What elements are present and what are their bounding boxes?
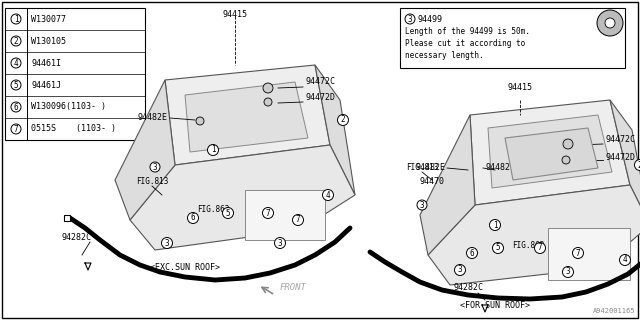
Circle shape bbox=[292, 214, 303, 226]
Text: 2: 2 bbox=[340, 116, 346, 124]
Text: 2: 2 bbox=[13, 36, 19, 45]
Circle shape bbox=[620, 254, 630, 266]
Polygon shape bbox=[185, 82, 308, 152]
Text: 3: 3 bbox=[278, 238, 282, 247]
Circle shape bbox=[467, 247, 477, 259]
FancyBboxPatch shape bbox=[400, 8, 625, 68]
Text: 6: 6 bbox=[13, 102, 19, 111]
Circle shape bbox=[11, 102, 21, 112]
Circle shape bbox=[11, 58, 21, 68]
Text: 7: 7 bbox=[266, 209, 270, 218]
Circle shape bbox=[207, 145, 218, 156]
Text: 3: 3 bbox=[420, 201, 424, 210]
Circle shape bbox=[562, 156, 570, 164]
Text: 2: 2 bbox=[637, 161, 640, 170]
Circle shape bbox=[454, 265, 465, 276]
Text: 1: 1 bbox=[493, 220, 497, 229]
Polygon shape bbox=[505, 128, 598, 180]
Text: A942001165: A942001165 bbox=[593, 308, 635, 314]
Text: 7: 7 bbox=[576, 249, 580, 258]
Text: 0515S    (1103- ): 0515S (1103- ) bbox=[31, 124, 116, 133]
Text: Length of the 94499 is 50m.: Length of the 94499 is 50m. bbox=[405, 28, 530, 36]
Text: 94470: 94470 bbox=[420, 178, 445, 187]
Circle shape bbox=[161, 237, 173, 249]
Text: 5: 5 bbox=[496, 244, 500, 252]
Circle shape bbox=[11, 36, 21, 46]
FancyBboxPatch shape bbox=[64, 215, 70, 221]
Circle shape bbox=[634, 159, 640, 171]
Circle shape bbox=[262, 207, 273, 219]
Text: 3: 3 bbox=[566, 268, 570, 276]
Circle shape bbox=[223, 207, 234, 219]
Text: Please cut it according to: Please cut it according to bbox=[405, 39, 525, 49]
Text: 94472C: 94472C bbox=[305, 77, 335, 86]
Text: 94461J: 94461J bbox=[31, 81, 61, 90]
Text: necessary length.: necessary length. bbox=[405, 52, 484, 60]
Polygon shape bbox=[115, 80, 175, 220]
Text: 4: 4 bbox=[326, 190, 330, 199]
Text: 94415: 94415 bbox=[223, 10, 248, 19]
Text: 7: 7 bbox=[296, 215, 300, 225]
Text: 6: 6 bbox=[191, 213, 195, 222]
Circle shape bbox=[405, 14, 415, 24]
Text: <FOR SUN ROOF>: <FOR SUN ROOF> bbox=[460, 300, 530, 309]
FancyBboxPatch shape bbox=[5, 8, 145, 140]
Text: 6: 6 bbox=[470, 249, 474, 258]
Text: 1: 1 bbox=[13, 14, 19, 23]
Text: <EXC.SUN ROOF>: <EXC.SUN ROOF> bbox=[150, 263, 220, 273]
Circle shape bbox=[337, 115, 349, 125]
Polygon shape bbox=[470, 100, 630, 205]
Text: 94282C: 94282C bbox=[453, 284, 483, 292]
Polygon shape bbox=[165, 65, 330, 165]
Polygon shape bbox=[130, 145, 355, 250]
Text: FIG.813: FIG.813 bbox=[136, 178, 168, 187]
Polygon shape bbox=[245, 190, 325, 240]
Text: FIG.813: FIG.813 bbox=[406, 164, 438, 172]
Text: 94415: 94415 bbox=[508, 83, 532, 92]
Polygon shape bbox=[488, 115, 612, 188]
Circle shape bbox=[417, 200, 427, 210]
Circle shape bbox=[263, 83, 273, 93]
Circle shape bbox=[11, 80, 21, 90]
Text: 1: 1 bbox=[211, 146, 215, 155]
Text: 5: 5 bbox=[13, 81, 19, 90]
Text: 94482: 94482 bbox=[485, 164, 510, 172]
Text: W130105: W130105 bbox=[31, 36, 66, 45]
Circle shape bbox=[196, 117, 204, 125]
Circle shape bbox=[150, 162, 160, 172]
Text: 4: 4 bbox=[623, 255, 627, 265]
Text: 94461I: 94461I bbox=[31, 59, 61, 68]
Circle shape bbox=[597, 10, 623, 36]
Polygon shape bbox=[420, 115, 475, 255]
Circle shape bbox=[605, 18, 615, 28]
Text: 7: 7 bbox=[538, 244, 542, 252]
Circle shape bbox=[11, 124, 21, 134]
Text: 3: 3 bbox=[408, 14, 412, 23]
Text: 4: 4 bbox=[13, 59, 19, 68]
Circle shape bbox=[573, 247, 584, 259]
Polygon shape bbox=[428, 185, 640, 285]
Circle shape bbox=[275, 237, 285, 249]
Circle shape bbox=[493, 243, 504, 253]
Text: W130096(1103- ): W130096(1103- ) bbox=[31, 102, 106, 111]
Text: 94499: 94499 bbox=[418, 14, 443, 23]
Text: FIG.863: FIG.863 bbox=[512, 241, 544, 250]
Circle shape bbox=[323, 189, 333, 201]
Text: 3: 3 bbox=[164, 238, 170, 247]
Text: 94482E: 94482E bbox=[415, 164, 445, 172]
Text: 94482E: 94482E bbox=[138, 114, 168, 123]
Circle shape bbox=[563, 139, 573, 149]
Text: 94472D: 94472D bbox=[305, 93, 335, 102]
Circle shape bbox=[534, 243, 545, 253]
Text: FRONT: FRONT bbox=[280, 284, 307, 292]
Text: 94472C: 94472C bbox=[605, 135, 635, 145]
Polygon shape bbox=[610, 100, 640, 225]
Text: FIG.863: FIG.863 bbox=[197, 205, 229, 214]
Text: W130077: W130077 bbox=[31, 14, 66, 23]
Circle shape bbox=[188, 212, 198, 223]
Text: 5: 5 bbox=[226, 209, 230, 218]
Circle shape bbox=[490, 220, 500, 230]
Polygon shape bbox=[548, 228, 630, 280]
Circle shape bbox=[264, 98, 272, 106]
